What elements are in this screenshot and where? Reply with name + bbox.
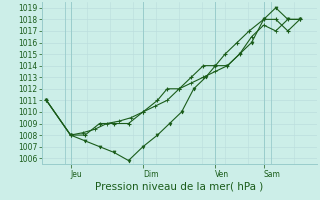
X-axis label: Pression niveau de la mer( hPa ): Pression niveau de la mer( hPa ) (95, 181, 263, 191)
